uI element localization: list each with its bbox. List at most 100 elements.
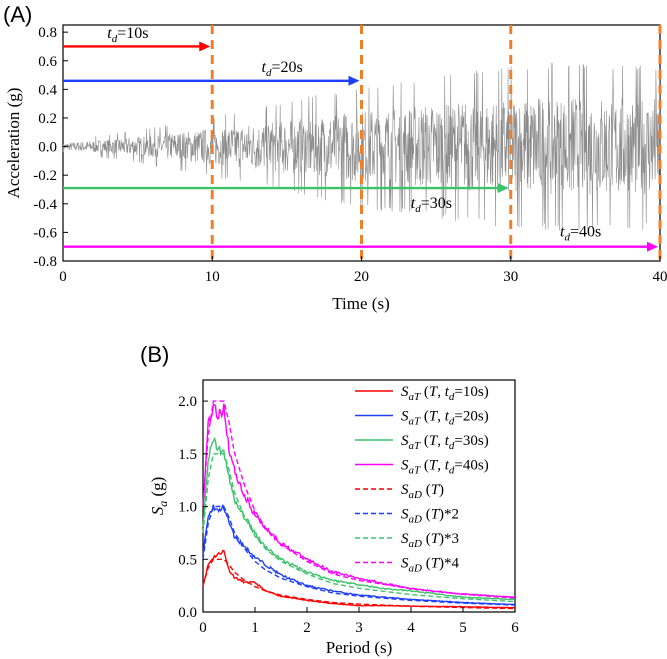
- panel-b-y-title-unit: (g): [148, 477, 167, 501]
- legend-label-open: (: [420, 433, 429, 449]
- legend-label: SaD (T)*3: [401, 531, 459, 550]
- legend-label-td-sub: d: [449, 416, 455, 428]
- legend-label-t: T: [429, 433, 439, 449]
- legend-label-value: =30s): [454, 433, 488, 449]
- legend-label-sub: aT: [409, 391, 422, 403]
- panel-a-ticks: 0 10 20 30 40 -0.8 -0.6 -0.4 -0.2 0.0 0.2 0.4 0.6 0.8: [33, 25, 667, 285]
- duration-label: td=30s: [411, 195, 452, 215]
- legend-label-value: =40s): [454, 458, 488, 474]
- duration-label-value: =30s: [421, 195, 452, 212]
- legend-label: SaT (T, td=40s): [401, 458, 489, 477]
- y-tick-label: -0.6: [33, 225, 57, 241]
- design-spectrum-line: [202, 505, 515, 606]
- legend-label-open: (: [422, 482, 431, 498]
- x-tick-label: 6: [511, 620, 519, 636]
- legend-label-sub: aT: [409, 440, 422, 452]
- legend-label: SaD (T)*2: [401, 507, 459, 526]
- legend-label-open: (: [420, 458, 429, 474]
- spectrum-curves: [202, 400, 516, 610]
- legend-label-sub: aD: [409, 514, 423, 526]
- x-tick-label: 30: [503, 269, 518, 285]
- legend-label-open: (: [422, 556, 431, 572]
- x-tick-label: 40: [653, 269, 667, 285]
- legend-label-value: )*2: [439, 507, 459, 523]
- x-tick-label: 0: [199, 620, 207, 636]
- duration-label: td=10s: [107, 25, 148, 45]
- duration-label: td=20s: [262, 59, 303, 79]
- legend-label-open: (: [422, 507, 431, 523]
- x-tick-label: 2: [303, 620, 311, 636]
- legend-label-sub: aT: [409, 416, 422, 428]
- x-tick-label: 4: [407, 620, 415, 636]
- y-tick-label: -0.8: [33, 254, 57, 270]
- legend-label-t: T: [429, 384, 439, 400]
- design-spectrum-line: [202, 558, 515, 610]
- legend-label-open: (: [420, 384, 429, 400]
- legend-label-t: T: [431, 556, 441, 572]
- x-tick-label: 20: [354, 269, 369, 285]
- legend-label-s: S: [401, 482, 409, 498]
- legend-label-s: S: [401, 556, 409, 572]
- panel-a-x-title: Time (s): [332, 294, 389, 313]
- legend-label-comma: ,: [437, 458, 445, 474]
- legend-label-t: T: [431, 531, 441, 547]
- legend-label-s: S: [401, 458, 409, 474]
- duration-label-sub: d: [415, 203, 421, 215]
- legend-label-sub: aD: [409, 563, 423, 575]
- legend-label-td-sub: d: [449, 440, 455, 452]
- legend-label-s: S: [401, 531, 409, 547]
- arrow-head: [348, 75, 360, 86]
- legend-label-s: S: [401, 433, 409, 449]
- legend-label: SaT (T, td=10s): [401, 384, 489, 403]
- legend-label-td: t: [445, 409, 450, 425]
- panel-b-x-title: Period (s): [326, 638, 393, 657]
- legend-label: SaD (T): [401, 482, 444, 501]
- legend-label-sub: aT: [409, 465, 422, 477]
- x-tick-label: 3: [355, 620, 363, 636]
- legend: SaT (T, td=10s)SaT (T, td=20s)SaT (T, td…: [355, 384, 489, 575]
- x-tick-label: 1: [251, 620, 259, 636]
- arrow-head: [199, 41, 211, 52]
- legend-label-open: (: [422, 531, 431, 547]
- legend-label-value: ): [439, 482, 444, 498]
- duration-label-value: =10s: [117, 25, 148, 42]
- panel-a-y-title: Acceleration (g): [4, 88, 23, 199]
- legend-label: SaD (T)*4: [401, 556, 460, 575]
- duration-label-sub: d: [266, 67, 272, 79]
- x-tick-label: 5: [459, 620, 467, 636]
- y-tick-label: -0.4: [33, 197, 57, 213]
- panel-b-label: (B): [140, 342, 169, 367]
- legend-label-sub: aD: [409, 538, 423, 550]
- y-tick-label: 0.5: [178, 552, 197, 568]
- y-tick-label: 0.2: [38, 111, 57, 127]
- y-tick-label: 0.0: [178, 605, 197, 621]
- legend-label-td-sub: d: [449, 391, 455, 403]
- panel-b-y-title: Sa (g): [148, 477, 170, 516]
- y-tick-label: 0.0: [38, 140, 57, 156]
- duration-label-sub: d: [112, 33, 118, 45]
- design-spectrum-line: [202, 400, 516, 599]
- response-spectrum-line: [202, 549, 515, 609]
- y-tick-label: -0.2: [33, 168, 57, 184]
- legend-label-t: T: [429, 409, 439, 425]
- design-spectrum-line: [202, 453, 516, 603]
- y-tick-label: 0.6: [38, 54, 57, 70]
- duration-label-t: t: [560, 224, 565, 241]
- panel-b-ticks: 0 1 2 3 4 5 6 0.0 0.5 1.0 1.5 2.0: [178, 394, 519, 636]
- duration-label-sub: d: [564, 232, 570, 244]
- legend-label-s: S: [401, 507, 409, 523]
- y-tick-label: 1.0: [178, 500, 197, 516]
- duration-label-t: t: [262, 59, 267, 76]
- duration-label-value: =20s: [271, 59, 302, 76]
- arrow-head: [647, 241, 658, 252]
- legend-label-sub: aD: [409, 489, 423, 501]
- arrow-head: [497, 183, 509, 194]
- duration-label-value: =40s: [570, 224, 601, 241]
- y-tick-label: 0.4: [38, 82, 57, 98]
- legend-label-s: S: [401, 384, 409, 400]
- y-tick-label: 1.5: [178, 447, 197, 463]
- legend-label-t: T: [431, 507, 441, 523]
